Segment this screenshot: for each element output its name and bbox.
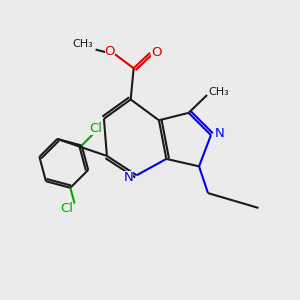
Text: CH₃: CH₃ [208, 87, 229, 97]
Text: Cl: Cl [60, 202, 73, 215]
Text: O: O [105, 45, 115, 58]
Text: Cl: Cl [90, 122, 103, 135]
Text: N: N [215, 127, 225, 140]
Text: N: N [123, 171, 133, 184]
Text: O: O [151, 46, 162, 59]
Text: CH₃: CH₃ [73, 39, 94, 49]
